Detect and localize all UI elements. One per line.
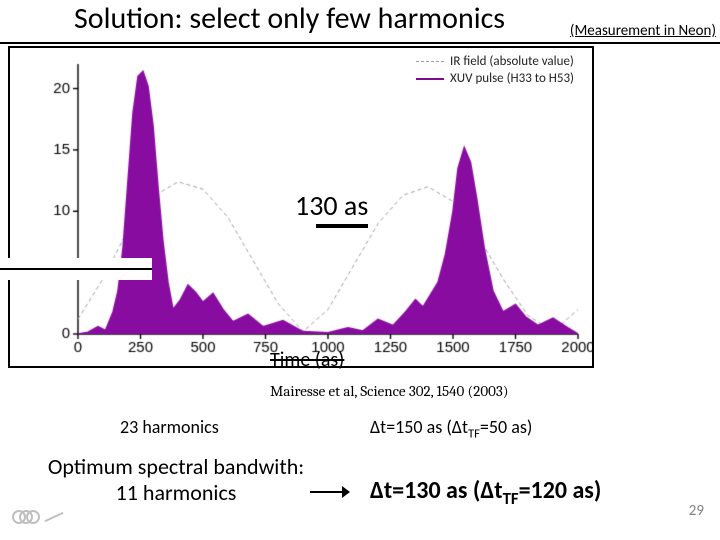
dt150-a: Δt=150 as (Δt [370,416,468,438]
dt130-sub: TF [503,488,519,509]
x-axis-label: Time (as) [270,348,344,372]
logo-bar-icon [45,512,64,522]
dt130-a: Δt=130 as (Δt [370,476,503,505]
page-title: Solution: select only few harmonics [74,0,505,37]
legend-ir: IR field (absolute value) [416,54,574,69]
legend-ir-swatch [416,61,444,62]
optimum-line1: Optimum spectral bandwith: [22,454,330,480]
optimum-block: Optimum spectral bandwith: 11 harmonics [22,454,330,507]
chart-frame: IR field (absolute value) XUV pulse (H33… [8,46,594,368]
dt150-sub: TF [468,427,480,442]
legend-ir-label: IR field (absolute value) [450,54,574,69]
citation: Mairesse et al, Science 302, 1540 (2003) [270,382,508,400]
logo-ring-icon [26,510,40,524]
title-rule [0,42,720,44]
arrow-icon [310,482,350,502]
dt-150-line: Δt=150 as (ΔtTF=50 as) [370,416,532,442]
ylabel-strikeline [0,268,152,270]
dt150-b: =50 as) [480,416,532,438]
legend-xuv: XUV pulse (H33 to H53) [416,71,574,86]
chart-legend: IR field (absolute value) XUV pulse (H33… [416,54,574,88]
measurement-note: (Measurement in Neon) [570,22,716,40]
harmonics-23: 23 harmonics [120,416,219,438]
org-logo [10,508,70,532]
x-axis-label-text: Time (as) [270,348,344,372]
page-number: 29 [689,502,704,520]
legend-xuv-swatch [416,78,444,80]
pulse-width-label: 130 as [295,188,368,223]
dt-130-line: Δt=130 as (ΔtTF=120 as) [370,476,601,509]
optimum-line2: 11 harmonics [22,480,330,506]
dt130-b: =120 as) [519,476,602,505]
measurement-note-u: (Measurement in Neon) [570,22,716,40]
legend-xuv-label: XUV pulse (H33 to H53) [450,71,574,86]
pulse-width-indicator [316,224,368,228]
